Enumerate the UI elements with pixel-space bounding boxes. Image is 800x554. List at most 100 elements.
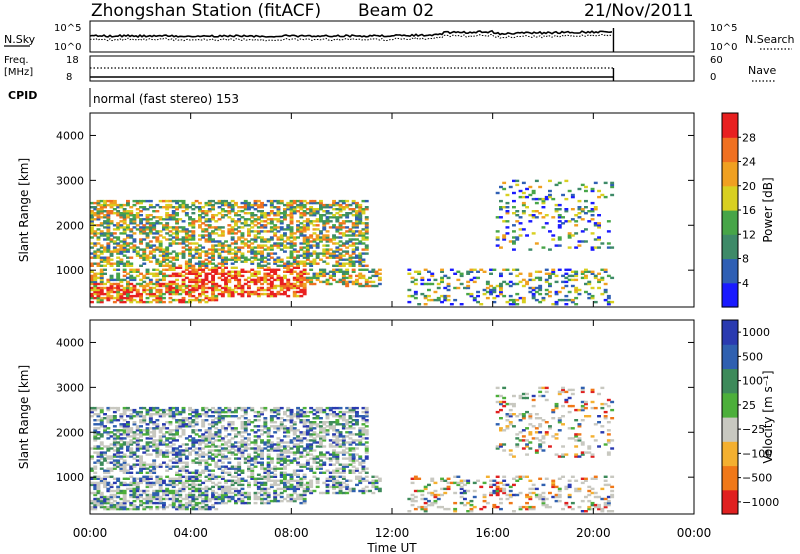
velocity-cell <box>283 465 287 468</box>
velocity-cell <box>332 441 336 444</box>
velocity-cell <box>273 499 278 503</box>
velocity-cell <box>253 457 258 460</box>
velocity-cell <box>198 489 202 493</box>
power-cell <box>224 256 228 259</box>
power-cell <box>597 189 601 193</box>
power-cell <box>96 248 101 251</box>
power-cell <box>515 236 520 239</box>
power-cell <box>237 230 242 233</box>
power-cell <box>459 303 464 306</box>
velocity-cell <box>155 491 160 495</box>
power-cell <box>103 203 107 207</box>
power-cell <box>584 189 588 193</box>
velocity-cell <box>250 457 255 460</box>
power-cell <box>145 214 150 217</box>
power-cell <box>286 280 291 284</box>
velocity-cell <box>96 413 101 416</box>
velocity-cell <box>109 467 114 470</box>
power-cell <box>256 286 261 290</box>
velocity-cell <box>279 491 284 495</box>
velocity-cell <box>240 431 245 434</box>
velocity-cell <box>207 457 212 460</box>
velocity-cell <box>152 435 157 438</box>
power-cell <box>557 226 562 229</box>
velocity-cell <box>194 451 199 454</box>
velocity-cell <box>181 429 186 432</box>
velocity-cell <box>129 475 134 478</box>
velocity-cell <box>109 447 114 450</box>
power-cell <box>168 290 173 294</box>
velocity-cell <box>145 413 150 416</box>
power-cell <box>279 226 284 229</box>
power-cell <box>158 300 163 304</box>
power-cell <box>211 280 215 284</box>
power-cell <box>184 232 189 235</box>
velocity-cell <box>256 419 261 422</box>
velocity-cell <box>296 475 300 478</box>
velocity-cell <box>240 451 245 454</box>
velocity-cell <box>299 469 304 472</box>
power-cell <box>96 232 101 235</box>
power-cell <box>276 214 281 217</box>
velocity-cell <box>155 481 160 485</box>
power-cell <box>502 181 507 185</box>
velocity-cell <box>211 425 215 428</box>
power-cell <box>263 240 268 243</box>
velocity-cell <box>283 481 287 485</box>
power-cell <box>171 250 176 253</box>
velocity-cell <box>234 406 238 410</box>
power-cell <box>584 268 588 271</box>
velocity-cell <box>198 447 202 450</box>
velocity-cell <box>276 461 281 464</box>
power-cell <box>325 236 330 239</box>
velocity-cell <box>148 481 153 485</box>
velocity-cell <box>276 406 281 410</box>
velocity-cell <box>250 459 255 462</box>
power-cell <box>512 206 516 209</box>
power-cell <box>119 258 124 261</box>
power-cell <box>227 248 232 251</box>
power-cell <box>224 203 228 207</box>
power-cell <box>139 232 143 235</box>
velocity-cell <box>152 497 157 501</box>
power-cell <box>309 240 314 243</box>
velocity-cell <box>286 463 291 466</box>
power-cell <box>335 254 340 257</box>
velocity-cell <box>211 473 215 476</box>
power-cell <box>99 199 104 203</box>
power-cell <box>168 230 173 233</box>
velocity-cell <box>338 485 343 489</box>
velocity-cell <box>283 425 287 428</box>
velocity-cell <box>312 427 317 430</box>
power-cell <box>348 280 353 284</box>
velocity-cell <box>355 483 359 487</box>
velocity-cell <box>175 410 179 414</box>
velocity-cell <box>217 413 222 416</box>
velocity-cell <box>188 408 192 412</box>
power-cell <box>508 284 513 288</box>
power-cell <box>355 203 359 207</box>
power-cell <box>168 256 173 259</box>
velocity-cell <box>135 485 140 489</box>
power-cell <box>165 288 170 292</box>
velocity-cell <box>112 495 117 499</box>
velocity-cell <box>247 439 251 442</box>
power-cell <box>296 210 300 213</box>
power-cell <box>508 280 513 284</box>
power-cell <box>263 272 268 275</box>
power-cell <box>427 294 431 298</box>
power-cell <box>597 236 601 239</box>
power-cell <box>544 268 549 271</box>
power-cell <box>116 250 121 253</box>
power-cell <box>207 226 212 229</box>
velocity-cell <box>96 433 101 436</box>
velocity-cell <box>93 467 98 470</box>
velocity-cell <box>119 467 124 470</box>
velocity-cell <box>145 475 150 478</box>
power-cell <box>322 274 327 278</box>
power-cell <box>348 274 353 278</box>
power-cell <box>305 254 310 257</box>
power-cell <box>335 262 340 265</box>
power-cell <box>207 203 212 207</box>
power-cell <box>256 236 261 239</box>
